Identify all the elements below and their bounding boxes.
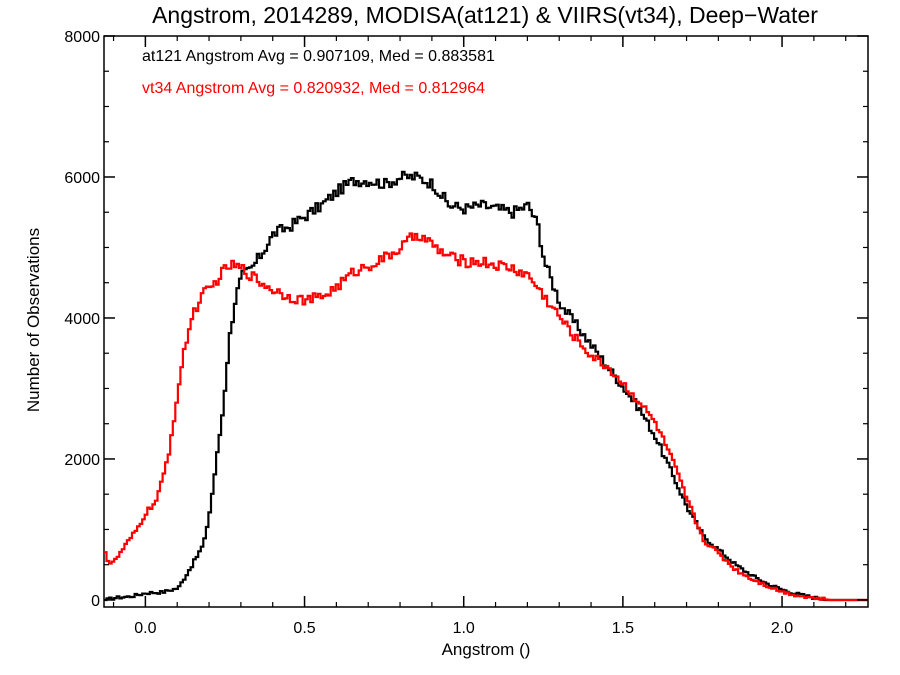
- y-axis-label: Number of Observations: [24, 228, 43, 412]
- annotation-vt34-stats: vt34 Angstrom Avg = 0.820932, Med = 0.81…: [142, 80, 485, 97]
- y-tick-label: 2000: [64, 452, 100, 469]
- series-line-0: [104, 170, 868, 602]
- y-tick-label: 6000: [64, 170, 100, 187]
- x-tick-label: 1.5: [612, 620, 634, 637]
- series-line-1: [104, 232, 868, 602]
- y-tick-label: 0: [91, 593, 100, 610]
- x-tick-label: 0.5: [293, 620, 315, 637]
- annotation-at121-stats: at121 Angstrom Avg = 0.907109, Med = 0.8…: [142, 48, 495, 65]
- x-axis: 0.0 0.5 1.0 1.5 2.0: [112, 36, 847, 637]
- chart-title: Angstrom, 2014289, MODISA(at121) & VIIRS…: [152, 2, 818, 28]
- x-axis-label: Angstrom (): [442, 640, 531, 659]
- x-tick-label: 2.0: [771, 620, 793, 637]
- series-layer: [104, 170, 868, 602]
- y-axis: 0 2000 4000 6000 8000: [64, 29, 868, 610]
- plot-frame: [103, 35, 869, 608]
- x-tick-label: 1.0: [453, 620, 475, 637]
- y-tick-label: 4000: [64, 311, 100, 328]
- y-tick-label: 8000: [64, 29, 100, 46]
- x-tick-label: 0.0: [134, 620, 156, 637]
